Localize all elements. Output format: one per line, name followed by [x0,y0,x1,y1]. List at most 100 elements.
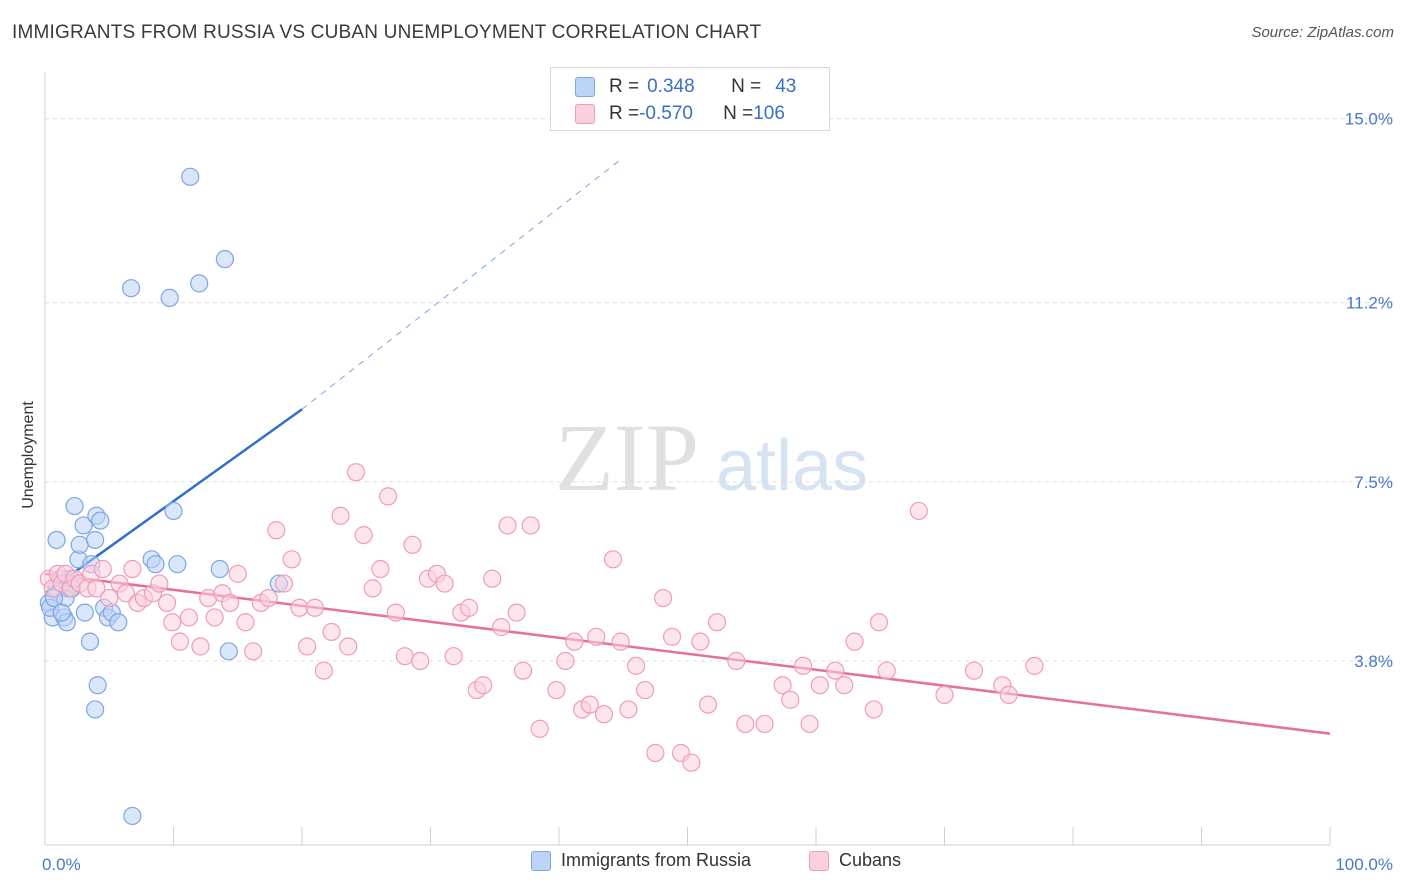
cubans-point [483,569,502,588]
axes [44,72,1331,846]
cubans-point [386,603,405,622]
cubans-point [619,700,638,719]
cubans-point [603,550,623,569]
cubans-point [864,700,883,719]
cubans-point [646,743,665,763]
cubans-point [298,637,317,656]
cubans-point [282,550,301,569]
cubans-point [205,608,224,627]
cubans-point [662,627,682,646]
cubans-trendline [44,572,1331,735]
cubans-point [236,613,255,632]
cubans-point [547,680,566,700]
legend-r-value: -0.570 [639,103,693,124]
russia-point [80,632,100,651]
cubans-point [565,632,584,651]
watermark-atlas: atlas [716,426,868,506]
series-label-cubans: Cubans [839,850,902,870]
russia-point [146,555,165,574]
cubans-point [395,647,414,666]
cubans-point [411,651,430,671]
correlation-legend: R = 0.348 N = 43 R = -0.570 N = 106 [550,67,830,131]
cubans-point [163,613,182,632]
cubans-point [179,608,199,627]
cubans-point [498,516,517,535]
cubans-point [964,661,984,680]
cubans-point [274,574,294,593]
cubans-point [267,521,286,540]
y-tick-label: 11.2% [1346,294,1393,313]
cubans-point [877,661,896,680]
cubans-point [653,588,673,608]
cubans-point [513,661,533,680]
legend-swatch-cubans [575,104,595,124]
russia-point [74,516,93,535]
x-tick-label: 0.0% [42,855,81,874]
legend-r-value: 0.348 [647,76,695,97]
legend-n-value: 43 [775,76,797,97]
cubans-point [587,627,606,646]
cubans-point [507,603,526,622]
russia-point [164,501,183,521]
cubans-point [191,637,210,656]
cubans-point [378,487,398,506]
cubans-point [794,656,813,675]
russia-point [160,288,179,307]
y-axis-label: Unemployment [20,401,37,509]
cubans-point [331,506,350,525]
cubans-point [150,574,169,593]
legend-row-cubans: R = -0.570 N = 106 [575,101,785,127]
russia-point [190,274,209,293]
russia-point [181,167,200,186]
cubans-point [810,676,829,695]
russia-point [88,676,107,695]
y-tick-label: 7.5% [1354,473,1393,492]
cubans-point [322,622,341,642]
series-legend-cubans[interactable]: Cubans [809,850,901,871]
cubans-point [635,680,655,700]
legend-n-label: N = [723,103,754,124]
cubans-point [93,559,112,579]
legend-r-label: R = [609,103,640,124]
cubans-point [521,516,540,535]
cubans-point [781,690,800,709]
cubans-point [845,632,864,651]
legend-n-label: N = [731,76,762,97]
cubans-point [444,647,463,666]
y-tick-label: 3.8% [1354,652,1393,671]
russia-point [52,603,71,622]
cubans-point [727,651,746,671]
cubans-point [290,598,309,617]
cubans-point [826,661,845,680]
cubans-point [869,613,889,632]
russia-point [91,511,110,530]
chart-title: IMMIGRANTS FROM RUSSIA VS CUBAN UNEMPLOY… [12,22,762,43]
cubans-point [682,753,701,772]
cubans-point [707,613,727,632]
russia-point [219,642,238,661]
cubans-point [170,632,190,651]
series-legend: Immigrants from Russia Cubans [0,850,1406,878]
cubans-point [691,632,710,651]
cubans-point [800,714,819,734]
cubans-point [305,598,324,617]
y-tick-label: 15.0% [1345,110,1393,129]
cubans-point [999,685,1018,705]
cubans-point [611,632,630,651]
legend-row-russia: R = 0.348 N = 43 [575,74,796,100]
series-legend-russia[interactable]: Immigrants from Russia [531,850,751,871]
data-points [39,167,1044,826]
cubans-point [530,719,549,738]
russia-point [65,496,84,516]
cubans-point [339,637,358,656]
russia-point [168,555,187,574]
ticks: 3.8% 7.5% 11.2% 15.0% 0.0% 100.0% [42,110,1393,874]
cubans-point [435,574,454,593]
cubans-point [228,564,247,583]
russia-point [109,613,128,632]
cubans-point [403,535,422,554]
cubans-point [371,559,390,579]
gridlines [45,118,1395,662]
cubans-point [87,579,106,598]
